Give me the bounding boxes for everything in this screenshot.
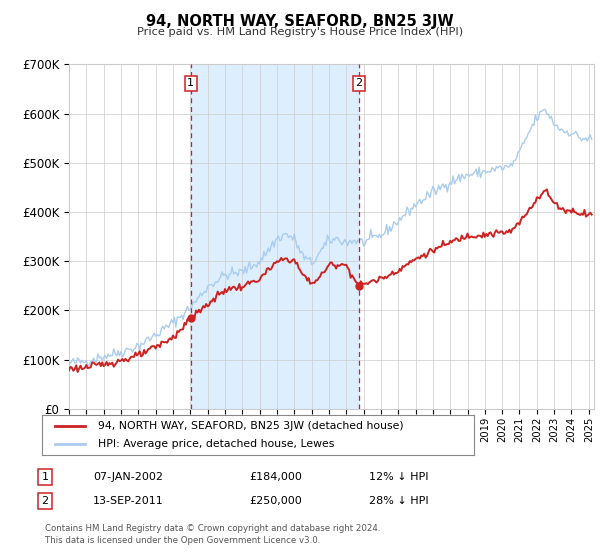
Text: 07-JAN-2002: 07-JAN-2002	[93, 472, 163, 482]
Text: HPI: Average price, detached house, Lewes: HPI: Average price, detached house, Lewe…	[98, 439, 335, 449]
Text: 1: 1	[187, 78, 194, 88]
Text: 28% ↓ HPI: 28% ↓ HPI	[369, 496, 428, 506]
Text: 94, NORTH WAY, SEAFORD, BN25 3JW (detached house): 94, NORTH WAY, SEAFORD, BN25 3JW (detach…	[98, 421, 404, 431]
Text: £250,000: £250,000	[249, 496, 302, 506]
Text: 1: 1	[41, 472, 49, 482]
Text: This data is licensed under the Open Government Licence v3.0.: This data is licensed under the Open Gov…	[45, 536, 320, 545]
Text: 13-SEP-2011: 13-SEP-2011	[93, 496, 164, 506]
Text: £184,000: £184,000	[249, 472, 302, 482]
Text: 94, NORTH WAY, SEAFORD, BN25 3JW: 94, NORTH WAY, SEAFORD, BN25 3JW	[146, 14, 454, 29]
Text: 2: 2	[41, 496, 49, 506]
Text: 2: 2	[355, 78, 362, 88]
Text: 12% ↓ HPI: 12% ↓ HPI	[369, 472, 428, 482]
Text: Contains HM Land Registry data © Crown copyright and database right 2024.: Contains HM Land Registry data © Crown c…	[45, 524, 380, 533]
Text: Price paid vs. HM Land Registry's House Price Index (HPI): Price paid vs. HM Land Registry's House …	[137, 27, 463, 37]
Bar	[191, 64, 359, 409]
